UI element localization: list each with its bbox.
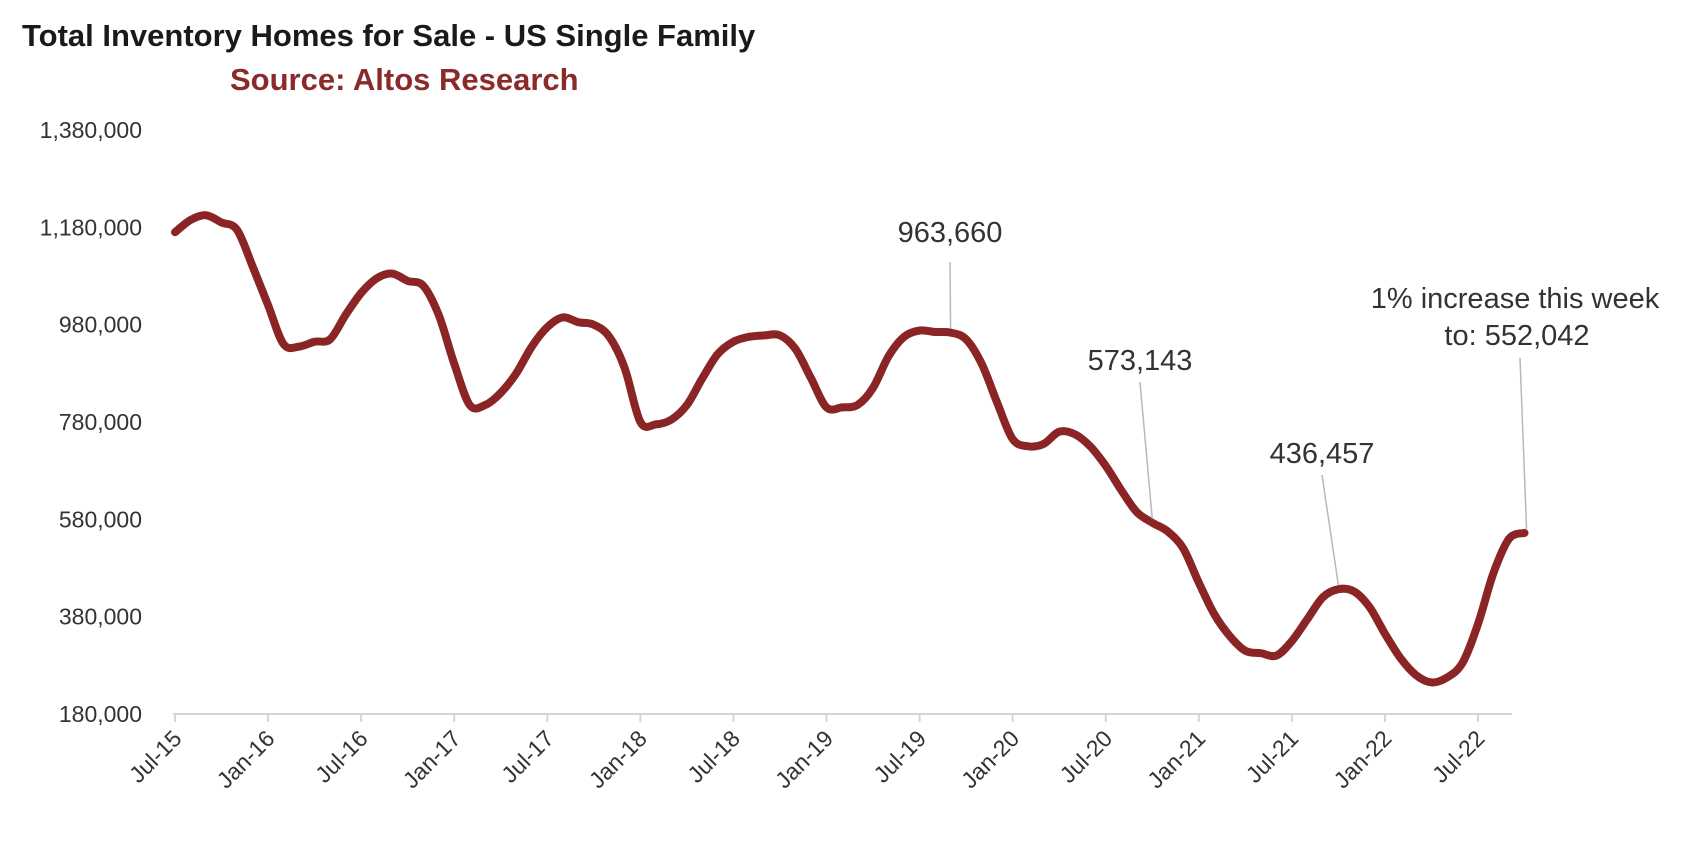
y-tick-label: 980,000 <box>59 312 142 338</box>
series-group <box>171 211 1529 687</box>
x-tick-label: Jan-20 <box>956 725 1024 793</box>
annotation-label: 573,143 <box>1088 345 1193 377</box>
x-tick-label: Jan-16 <box>211 725 279 793</box>
annotation-label: 1% increase this week <box>1371 283 1660 315</box>
y-tick-label: 380,000 <box>59 604 142 630</box>
chart-subtitle: Source: Altos Research <box>230 62 579 97</box>
x-tick-label: Jan-18 <box>584 725 652 793</box>
y-axis-ticks: 1,380,000 1,180,000 980,000 780,000 580,000 3… <box>40 117 142 727</box>
x-tick-label: Jul-22 <box>1427 725 1490 788</box>
annotation-leader-line <box>1519 357 1528 529</box>
annotation-label: 963,660 <box>898 217 1003 249</box>
x-tick-label: Jul-20 <box>1055 725 1118 788</box>
annotation-leader-line <box>1321 474 1340 586</box>
y-tick-label: 1,380,000 <box>40 117 142 143</box>
x-tick-label: Jan-21 <box>1142 725 1210 793</box>
x-tick-label: Jul-19 <box>868 725 931 788</box>
y-tick-label: 780,000 <box>59 409 142 435</box>
x-tick-label: Jul-21 <box>1241 725 1304 788</box>
annotation-leader-line <box>949 261 952 329</box>
x-tick-label: Jan-19 <box>770 725 838 793</box>
y-tick-label: 580,000 <box>59 506 142 532</box>
inventory-series-line <box>171 211 1529 687</box>
x-tick-label: Jul-16 <box>310 725 373 788</box>
y-tick-label: 1,180,000 <box>40 214 142 240</box>
x-tick-label: Jul-18 <box>682 725 745 788</box>
x-tick-label: Jan-17 <box>398 725 466 793</box>
x-axis-ticks: Jul-15 Jan-16 Jul-16 Jan-17 Jul-17 Jan-18 Jul-… <box>124 714 1490 793</box>
x-tick-label: Jan-22 <box>1328 725 1396 793</box>
annotation-label: 436,457 <box>1270 438 1375 470</box>
annotation-leader-line <box>1139 381 1153 519</box>
x-tick-label: Jul-15 <box>124 725 187 788</box>
y-tick-label: 180,000 <box>59 701 142 727</box>
annotation-label-value: to: 552,042 <box>1444 320 1589 352</box>
x-tick-label: Jul-17 <box>496 725 559 788</box>
chart-title: Total Inventory Homes for Sale - US Sing… <box>22 18 756 53</box>
annotations-group: 963,660 573,143 436,457 1% increase this we… <box>898 217 1660 586</box>
